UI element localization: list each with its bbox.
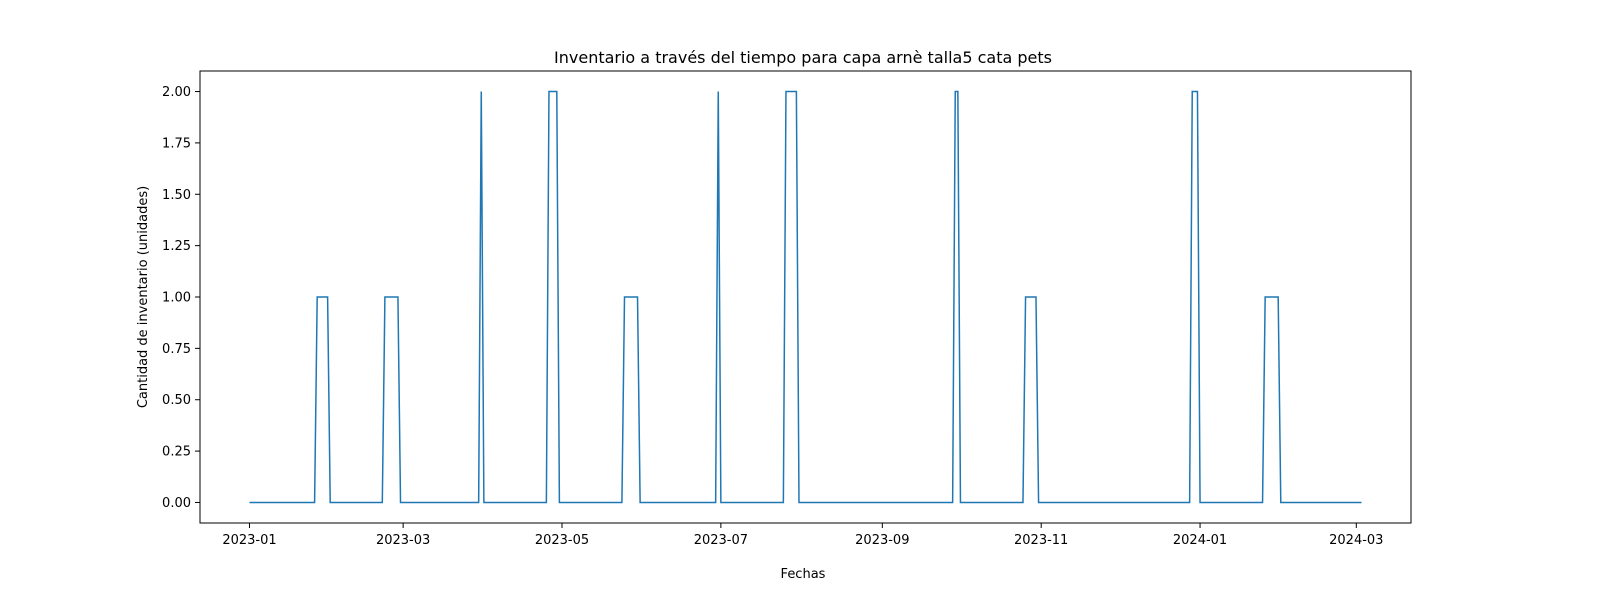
x-tick-label: 2024-01 [1173,533,1227,548]
x-tick-label: 2023-07 [694,533,748,548]
x-tick-label: 2023-11 [1014,533,1068,548]
x-axis-ticks: 2023-01 2023-03 2023-05 2023-07 2023-09 2023-… [222,523,1383,548]
y-tick-label: 1.50 [162,188,191,203]
series-line [249,90,1362,504]
x-tick-label: 2023-03 [376,533,430,548]
y-tick-label: 0.75 [162,342,191,357]
y-tick-label: 2.00 [162,85,191,100]
y-tick-label: 1.25 [162,239,191,254]
y-tick-label: 0.25 [162,445,191,460]
chart-title: Inventario a través del tiempo para capa… [554,48,1052,67]
x-tick-label: 2023-05 [535,533,589,548]
y-axis-ticks: 0.00 0.25 0.50 0.75 1.00 1.25 1.50 1.75 2.00 [162,85,200,511]
x-axis-label: Fechas [781,567,826,582]
x-tick-label: 2023-01 [222,533,276,548]
y-axis-label: Cantidad de inventario (unidades) [136,186,151,408]
x-tick-label: 2024-03 [1329,533,1383,548]
plot-area-frame [199,70,1412,524]
x-tick-label: 2023-09 [855,533,909,548]
y-tick-label: 0.00 [162,496,191,511]
y-tick-label: 1.00 [162,291,191,306]
y-tick-label: 1.75 [162,136,191,151]
y-tick-label: 0.50 [162,393,191,408]
